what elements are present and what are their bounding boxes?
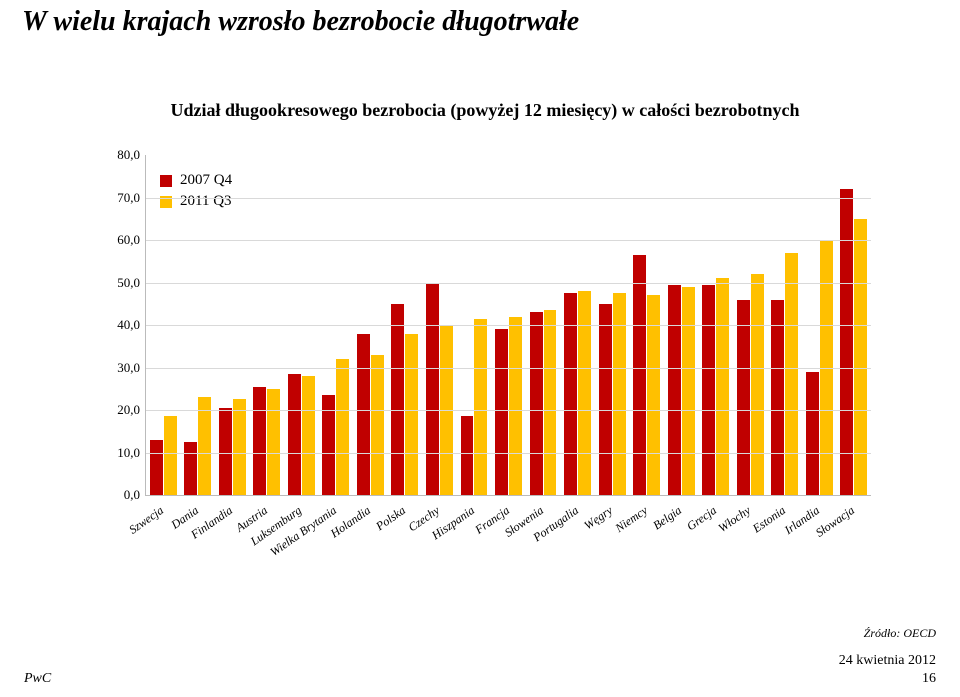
bar — [806, 372, 819, 495]
x-tick-label: Słowacja — [813, 503, 858, 541]
x-tick-label: Grecja — [684, 503, 720, 534]
x-tick-label: Węgry — [581, 503, 615, 533]
bar — [716, 278, 729, 495]
bar — [702, 285, 715, 495]
gridline — [146, 325, 871, 326]
bar — [391, 304, 404, 495]
x-tick-label: Szwecja — [127, 503, 167, 537]
bar — [336, 359, 349, 495]
bar — [426, 283, 439, 496]
brand-label: PwC — [24, 671, 51, 686]
bar — [751, 274, 764, 495]
x-tick-label: Włochy — [716, 503, 754, 536]
bar — [633, 255, 646, 495]
bar — [785, 253, 798, 495]
chart-title: Udział długookresowego bezrobocia (powyż… — [90, 100, 880, 121]
bar — [184, 442, 197, 495]
gridline — [146, 198, 871, 199]
bar — [253, 387, 266, 495]
bar — [509, 317, 522, 496]
bar — [578, 291, 591, 495]
bar — [357, 334, 370, 496]
y-tick-label: 60,0 — [117, 232, 140, 248]
y-tick-label: 30,0 — [117, 360, 140, 376]
bar — [164, 416, 177, 495]
x-tick-label: Belgia — [650, 503, 684, 533]
bar — [288, 374, 301, 495]
page-title: W wielu krajach wzrosło bezrobocie długo… — [22, 6, 579, 38]
bar — [530, 312, 543, 495]
y-tick-label: 70,0 — [117, 190, 140, 206]
y-tick-label: 50,0 — [117, 275, 140, 291]
x-axis-labels: SzwecjaDaniaFinlandiaAustriaLuksemburgWi… — [145, 498, 870, 568]
chart: Udział długookresowego bezrobocia (powyż… — [90, 100, 880, 570]
x-tick-label: Polska — [373, 503, 408, 534]
bar — [840, 189, 853, 495]
bar — [737, 300, 750, 496]
bar — [267, 389, 280, 495]
bar — [771, 300, 784, 496]
gridline — [146, 410, 871, 411]
bar — [198, 397, 211, 495]
gridline — [146, 240, 871, 241]
y-tick-label: 0,0 — [124, 487, 140, 503]
bar — [564, 293, 577, 495]
bar — [302, 376, 315, 495]
bar — [544, 310, 557, 495]
x-tick-label: Estonia — [750, 503, 789, 536]
y-tick-label: 40,0 — [117, 317, 140, 333]
bar — [495, 329, 508, 495]
bar — [219, 408, 232, 495]
y-tick-label: 20,0 — [117, 402, 140, 418]
plot-area: 0,010,020,030,040,050,060,070,080,0 — [145, 155, 871, 496]
gridline — [146, 368, 871, 369]
bar — [233, 399, 246, 495]
source-note: Źródło: OECD — [864, 626, 936, 641]
y-tick-label: 80,0 — [117, 147, 140, 163]
bar — [461, 416, 474, 495]
bar — [150, 440, 163, 495]
y-tick-label: 10,0 — [117, 445, 140, 461]
bar — [613, 293, 626, 495]
bar — [854, 219, 867, 495]
page-number: 16 — [922, 671, 936, 687]
x-tick-label: Niemcy — [612, 503, 650, 536]
gridline — [146, 283, 871, 284]
bar — [474, 319, 487, 495]
bar — [599, 304, 612, 495]
bar — [668, 285, 681, 495]
gridline — [146, 453, 871, 454]
bar — [371, 355, 384, 495]
page-date: 24 kwietnia 2012 — [839, 653, 936, 669]
bar — [682, 287, 695, 495]
bar — [405, 334, 418, 496]
